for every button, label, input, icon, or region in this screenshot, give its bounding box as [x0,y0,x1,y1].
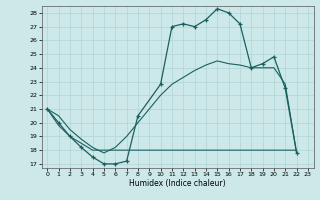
X-axis label: Humidex (Indice chaleur): Humidex (Indice chaleur) [129,179,226,188]
